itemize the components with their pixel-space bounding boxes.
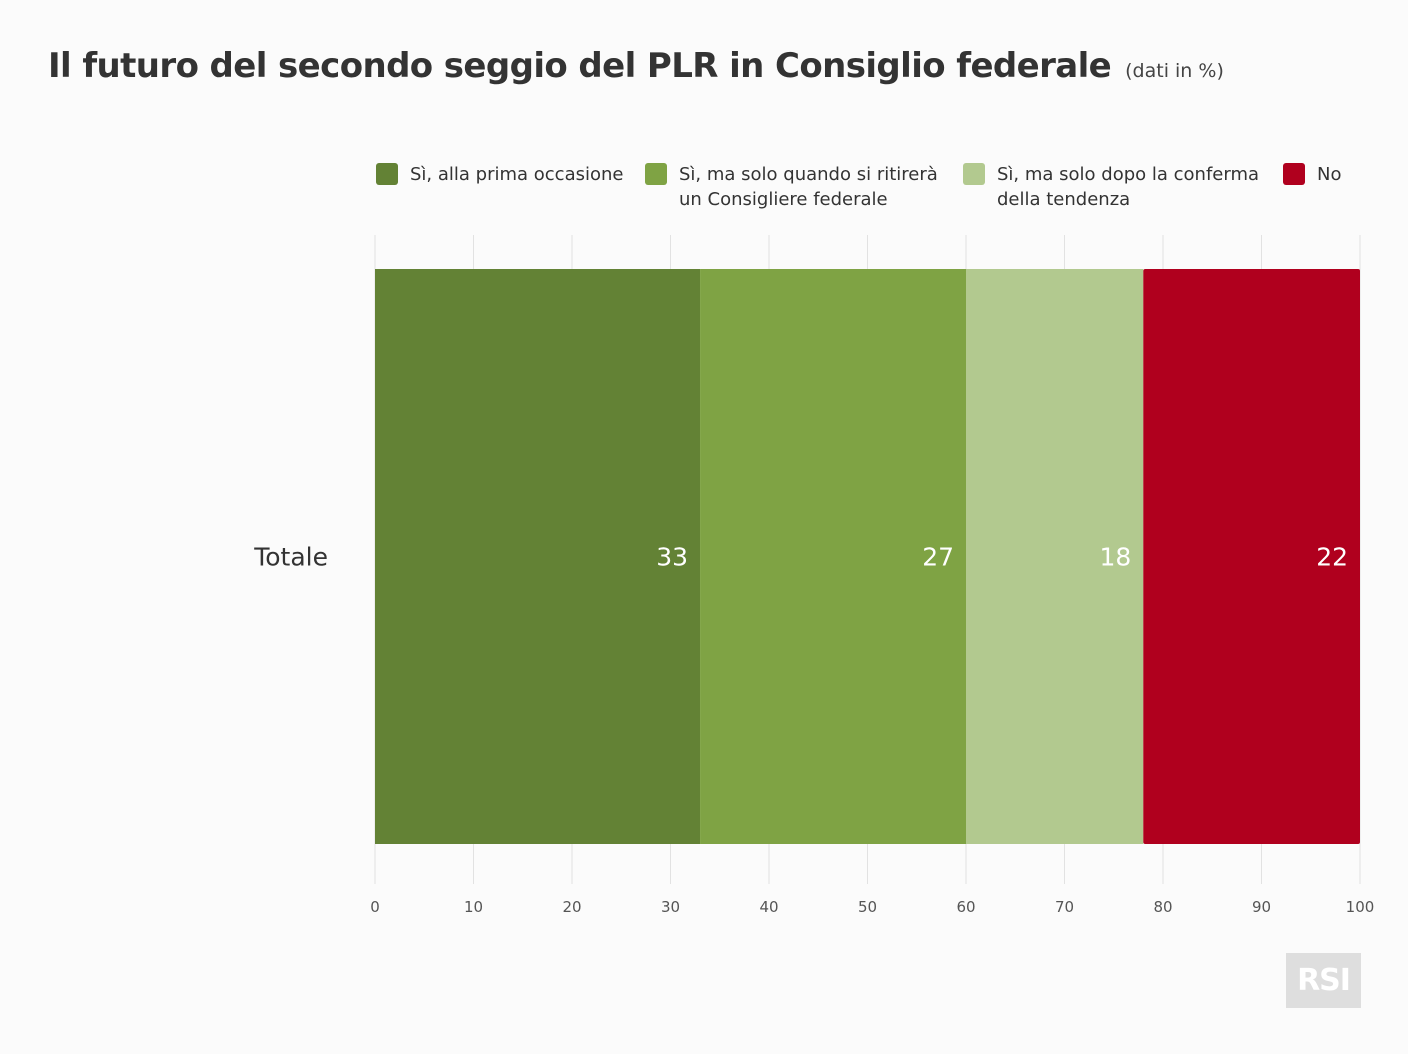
bar-segment	[375, 269, 701, 844]
data-label: 18	[1099, 543, 1131, 572]
legend-label: No	[1317, 164, 1342, 185]
x-tick-label: 90	[1252, 898, 1271, 916]
x-tick-label: 50	[858, 898, 877, 916]
x-tick-label: 40	[759, 898, 778, 916]
legend-label: Sì, alla prima occasione	[410, 164, 624, 185]
legend-swatch	[1283, 163, 1305, 185]
legend-swatch	[376, 163, 398, 185]
x-tick-label: 60	[956, 898, 975, 916]
data-label: 22	[1316, 543, 1348, 572]
chart-subtitle: (dati in %)	[1125, 60, 1224, 82]
category-label: Totale	[253, 543, 328, 572]
legend-swatch	[963, 163, 985, 185]
x-tick-label: 20	[562, 898, 581, 916]
legend-item-prima-occasione: Sì, alla prima occasione	[376, 162, 623, 187]
legend-item-no: No	[1283, 162, 1341, 187]
legend-swatch	[645, 163, 667, 185]
legend: Sì, alla prima occasione Sì, ma solo qua…	[0, 162, 1408, 222]
chart-title: Il futuro del secondo seggio del PLR in …	[48, 46, 1112, 86]
x-tick-label: 100	[1346, 898, 1375, 916]
rsi-logo: RSI	[1286, 953, 1361, 1008]
legend-item-ritiro: Sì, ma solo quando si ritirerà un Consig…	[645, 162, 938, 212]
legend-item-conferma-tendenza: Sì, ma solo dopo la conferma della tende…	[963, 162, 1259, 212]
legend-label: Sì, ma solo quando si ritirerà un Consig…	[679, 164, 938, 210]
bar-segment	[700, 269, 966, 844]
x-tick-label: 0	[370, 898, 380, 916]
data-label: 33	[656, 543, 688, 572]
x-tick-label: 80	[1153, 898, 1172, 916]
bar-segment	[966, 269, 1144, 844]
x-tick-label: 30	[661, 898, 680, 916]
title-row: Il futuro del secondo seggio del PLR in …	[48, 46, 1224, 86]
x-tick-label: 10	[464, 898, 483, 916]
bar-segment	[1143, 269, 1360, 844]
legend-label: Sì, ma solo dopo la conferma della tende…	[997, 164, 1260, 210]
data-label: 27	[922, 543, 954, 572]
x-tick-label: 70	[1055, 898, 1074, 916]
